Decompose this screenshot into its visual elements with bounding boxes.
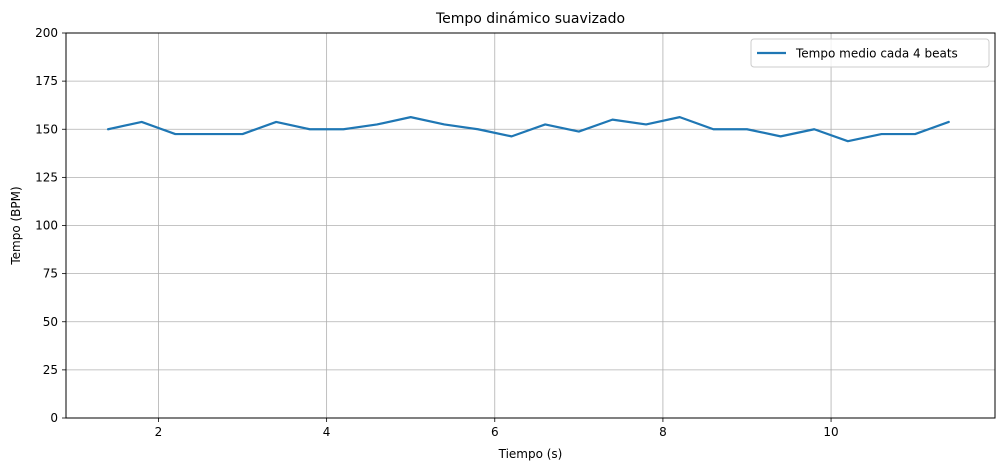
- legend-box: [750, 38, 990, 68]
- y-tick-label: 75: [43, 267, 58, 281]
- y-tick-label: 0: [50, 411, 58, 425]
- y-axis-label: Tempo (BPM): [9, 186, 23, 265]
- y-tick-label: 25: [43, 363, 58, 377]
- x-tick-label: 2: [155, 425, 163, 439]
- x-tick-label: 6: [491, 425, 499, 439]
- series-layer: [106, 116, 950, 143]
- y-tick-label: 200: [35, 26, 58, 40]
- y-tick-label: 175: [35, 74, 58, 88]
- legend: Tempo medio cada 4 beats: [750, 38, 990, 68]
- y-tick-label: 125: [35, 170, 58, 184]
- y-tick-label: 100: [35, 219, 58, 233]
- chart-title: Tempo dinámico suavizado: [435, 11, 625, 27]
- y-tick-label: 50: [43, 315, 58, 329]
- x-tick-label: 10: [823, 425, 838, 439]
- legend-entry-label: Tempo medio cada 4 beats: [795, 47, 958, 61]
- x-tick-label: 8: [659, 425, 667, 439]
- x-tick-label: 4: [323, 425, 331, 439]
- series-line-0: [106, 116, 950, 143]
- y-tick-label: 150: [35, 122, 58, 136]
- x-axis-label: Tiempo (s): [498, 447, 563, 461]
